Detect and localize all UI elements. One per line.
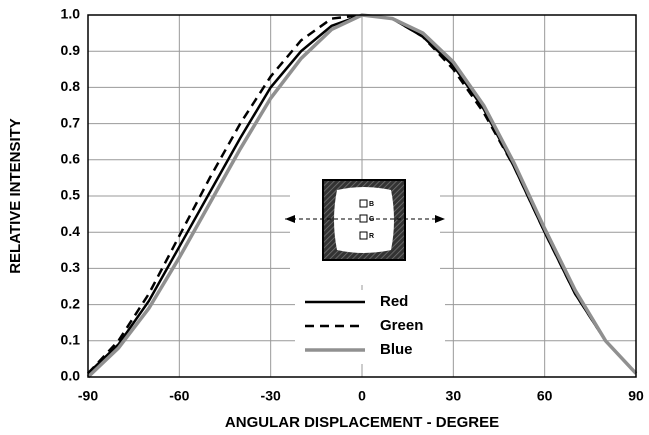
x-axis-title: ANGULAR DISPLACEMENT - DEGREE [225, 414, 499, 431]
plot-frame [87, 14, 637, 378]
y-tick-label: 0.5 [61, 187, 81, 203]
y-tick-label: 0.0 [61, 368, 81, 384]
chip [359, 231, 368, 240]
y-tick-label: 0.8 [61, 78, 81, 94]
chip [359, 214, 368, 223]
x-tick-label: 60 [537, 388, 553, 404]
y-tick-label: 1.0 [61, 6, 81, 22]
inset-icon: B G R [285, 179, 445, 261]
y-tick-label: 0.1 [61, 332, 81, 348]
legend-label: Blue [380, 341, 413, 358]
x-tick-label: -90 [78, 388, 98, 404]
x-tick-label: 0 [358, 388, 366, 404]
inset-label: R [369, 233, 374, 240]
legend-label: Red [380, 293, 408, 310]
x-tick-label: -30 [261, 388, 281, 404]
x-tick-label: 90 [628, 388, 644, 404]
legend-label: Green [380, 317, 423, 334]
y-tick-label: 0.7 [61, 114, 81, 130]
chip [359, 199, 368, 208]
x-tick-label: -60 [169, 388, 189, 404]
y-tick-label: 0.3 [61, 259, 81, 275]
x-tick-label: 30 [446, 388, 462, 404]
y-tick-label: 0.2 [61, 295, 81, 311]
y-axis-title: RELATIVE INTENSITY [7, 118, 24, 274]
y-tick-label: 0.9 [61, 42, 81, 58]
y-tick-label: 0.4 [61, 223, 81, 239]
inset-label: G [369, 216, 375, 223]
inset-label: B [369, 201, 374, 208]
y-tick-label: 0.6 [61, 151, 81, 167]
